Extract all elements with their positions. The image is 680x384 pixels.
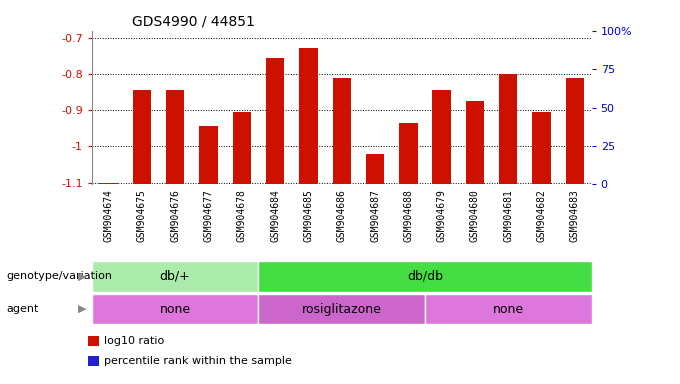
Bar (258, 294, 425, 324)
Bar (258, 261, 592, 292)
Bar (92, 294, 258, 324)
Text: none: none (160, 303, 190, 316)
Bar (233, 112, 251, 184)
Text: rosiglitazone: rosiglitazone (302, 303, 381, 316)
Text: GSM904686: GSM904686 (337, 189, 347, 242)
Text: GSM904684: GSM904684 (270, 189, 280, 242)
Text: ▶: ▶ (78, 271, 87, 281)
Text: GSM904687: GSM904687 (370, 189, 380, 242)
Bar (532, 112, 551, 184)
Text: GSM904679: GSM904679 (437, 189, 447, 242)
Bar (133, 90, 151, 184)
Bar (299, 48, 318, 184)
Text: db/db: db/db (407, 270, 443, 283)
Text: GSM904685: GSM904685 (303, 189, 313, 242)
Text: GSM904683: GSM904683 (570, 189, 580, 242)
Text: percentile rank within the sample: percentile rank within the sample (104, 356, 292, 366)
Text: GSM904674: GSM904674 (103, 189, 114, 242)
Text: genotype/variation: genotype/variation (7, 271, 113, 281)
Text: log10 ratio: log10 ratio (104, 336, 165, 346)
Bar (499, 74, 517, 184)
Text: agent: agent (7, 304, 39, 314)
Bar (333, 78, 351, 184)
Text: GSM904680: GSM904680 (470, 189, 480, 242)
Bar (166, 90, 184, 184)
Text: none: none (493, 303, 524, 316)
Text: GSM904678: GSM904678 (237, 189, 247, 242)
Text: GSM904676: GSM904676 (170, 189, 180, 242)
Bar (199, 126, 218, 184)
Text: GDS4990 / 44851: GDS4990 / 44851 (132, 14, 254, 28)
Text: GSM904677: GSM904677 (203, 189, 214, 242)
Bar (399, 123, 418, 184)
Bar (466, 101, 484, 184)
Bar (266, 58, 284, 184)
Bar (432, 90, 451, 184)
Bar (88, 336, 99, 346)
Bar (88, 356, 99, 366)
Text: GSM904681: GSM904681 (503, 189, 513, 242)
Text: GSM904675: GSM904675 (137, 189, 147, 242)
Text: GSM904682: GSM904682 (537, 189, 547, 242)
Bar (92, 261, 258, 292)
Text: GSM904688: GSM904688 (403, 189, 413, 242)
Text: ▶: ▶ (78, 304, 87, 314)
Bar (425, 294, 592, 324)
Bar (99, 182, 118, 184)
Bar (366, 154, 384, 184)
Bar (566, 78, 584, 184)
Text: db/+: db/+ (160, 270, 190, 283)
